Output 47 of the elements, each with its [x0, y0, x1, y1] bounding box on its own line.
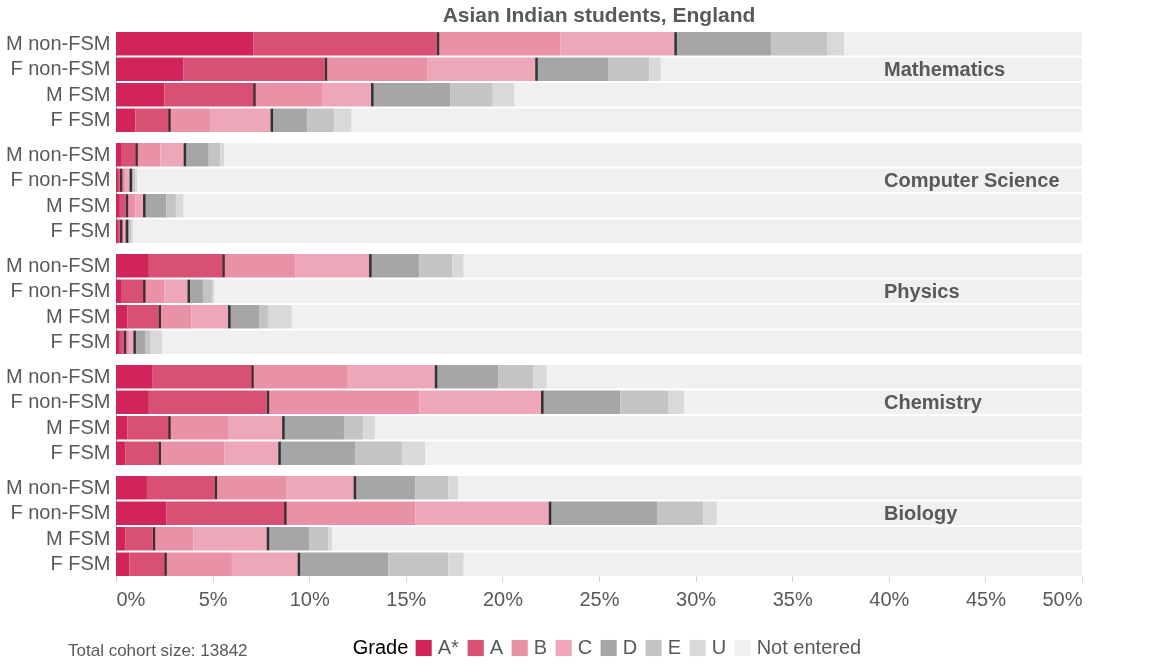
y-tick-label: M non-FSM: [6, 475, 111, 498]
y-tick-label: M non-FSM: [6, 364, 111, 387]
y-tick-label: M non-FSM: [6, 142, 111, 165]
x-tick-label: 15%: [386, 587, 427, 610]
y-tick-label: M FSM: [46, 304, 111, 327]
annotation: Physics: [883, 279, 960, 302]
y-tick-label: M FSM: [46, 526, 111, 549]
x-tick-label: 10%: [289, 587, 330, 610]
legend-label: A: [489, 636, 504, 658]
y-tick-label: F non-FSM: [10, 57, 111, 80]
y-tick-label: M FSM: [46, 193, 111, 216]
text: Total cohort size: 13842: [68, 641, 248, 660]
x-tick-label: 35%: [772, 587, 813, 610]
y-tick-label: F non-FSM: [10, 501, 111, 524]
y-tick-label: M FSM: [46, 82, 111, 105]
legend-label: C: [577, 636, 593, 658]
legend-label: B: [533, 636, 548, 658]
y-tick-label: F FSM: [50, 441, 111, 464]
annotation: Chemistry: [883, 390, 983, 413]
x-tick-label: 20%: [482, 587, 524, 610]
annotation: Mathematics: [883, 57, 1006, 80]
annotation: Biology: [883, 501, 959, 524]
x-tick-label: 0%: [116, 587, 146, 610]
legend-label: Not entered: [756, 636, 862, 658]
x-tick-label: 5%: [198, 587, 228, 610]
y-tick-label: F FSM: [50, 108, 111, 131]
x-tick-label: 45%: [965, 587, 1007, 610]
y-tick-label: M non-FSM: [6, 253, 111, 276]
y-tick-label: F non-FSM: [10, 390, 111, 413]
annotation: Computer Science: [883, 168, 1060, 191]
legend-label: A*: [437, 636, 460, 658]
y-tick-label: M FSM: [46, 415, 111, 438]
legend-label: D: [622, 636, 638, 658]
x-tick-label: 50%: [1042, 587, 1083, 610]
legend-label: U: [711, 636, 727, 658]
x-tick-label: 25%: [579, 587, 620, 610]
y-tick-label: F non-FSM: [10, 168, 111, 191]
y-tick-label: F non-FSM: [10, 279, 111, 302]
y-tick-label: F FSM: [50, 219, 111, 242]
legend-label: E: [667, 636, 682, 658]
y-tick-label: M non-FSM: [6, 31, 111, 54]
x-tick-label: 30%: [676, 587, 717, 610]
y-tick-label: F FSM: [50, 330, 111, 353]
y-tick-label: F FSM: [50, 552, 111, 575]
x-tick-label: 40%: [869, 587, 910, 610]
chart-title: Asian Indian students, England: [442, 3, 756, 26]
legend-title: Grade: [352, 636, 409, 658]
